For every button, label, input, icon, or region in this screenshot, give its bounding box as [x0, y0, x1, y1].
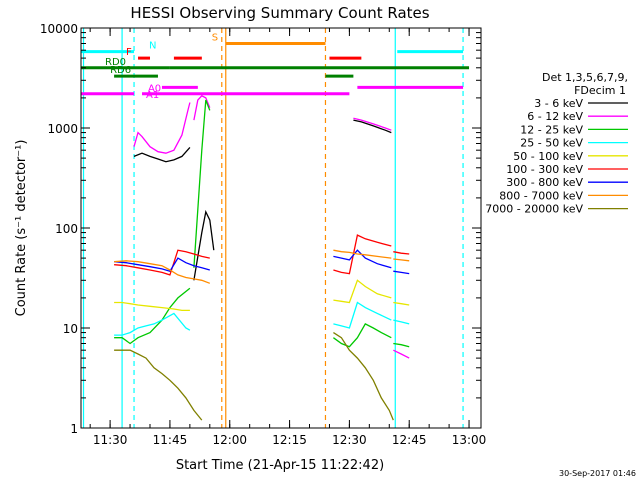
series-line-1-seg-3 — [393, 349, 410, 359]
x-tick-label-4: 12:30 — [332, 433, 367, 447]
series-line-4-seg-1 — [333, 279, 392, 304]
series-line-0-seg-0 — [133, 146, 191, 163]
footer-date: 30-Sep-2017 01:46 — [559, 469, 636, 478]
legend-label-8: 7000 - 20000 keV — [485, 203, 583, 216]
legend-label-3: 25 - 50 keV — [520, 137, 583, 150]
legend-label-4: 50 - 100 keV — [513, 150, 583, 163]
flag-label-a0: A0 — [148, 83, 161, 94]
legend-label-6: 300 - 800 keV — [506, 176, 583, 189]
series-line-5-seg-2 — [393, 251, 410, 255]
series-line-1-seg-0 — [133, 102, 191, 154]
x-tick-label-3: 12:15 — [272, 433, 307, 447]
series-line-7-seg-1 — [333, 249, 392, 259]
legend-label-5: 100 - 300 keV — [506, 163, 583, 176]
x-tick-label-0: 11:30 — [93, 433, 128, 447]
y-axis-label: Count Rate (s⁻¹ detector⁻¹) — [14, 140, 29, 317]
flag-label-rd0: RD0 — [105, 57, 126, 68]
series-line-0-seg-1 — [193, 209, 215, 281]
series-line-7-seg-0 — [114, 260, 211, 284]
series-line-3-seg-0 — [114, 312, 191, 336]
series-line-6-seg-0 — [114, 257, 210, 272]
legend-label-1: 6 - 12 keV — [527, 110, 583, 123]
series-line-0-seg-2 — [353, 119, 392, 134]
series-line-2-seg-1 — [193, 99, 211, 268]
series-line-8-seg-0 — [114, 349, 203, 421]
series-line-5-seg-1 — [333, 234, 392, 275]
legend-label-2: 12 - 25 keV — [520, 123, 583, 136]
flag-label-f: F — [126, 47, 132, 58]
legend-label-0: 3 - 6 keV — [534, 97, 583, 110]
legend-title-line-2: FDecim 1 — [574, 84, 626, 97]
y-tick-label-2: 100 — [55, 222, 78, 236]
series-line-4-seg-2 — [393, 301, 410, 306]
axes: 11:30 11:45 12:00 12:15 12:30 12:45 13:00 1 10 10… — [40, 22, 487, 447]
x-axis-label: Start Time (21-Apr-15 11:22:42) — [176, 458, 384, 473]
series-line-2-seg-3 — [393, 342, 410, 348]
y-tick-label-0: 1 — [70, 422, 78, 436]
x-tick-label-6: 13:00 — [452, 433, 487, 447]
series-line-6-seg-2 — [393, 270, 410, 275]
x-tick-label-5: 12:45 — [392, 433, 427, 447]
series-line-1-seg-2 — [353, 117, 392, 131]
chart-title: HESSI Observing Summary Count Rates — [130, 4, 429, 22]
series-line-2-seg-0 — [114, 287, 191, 345]
series-line-2-seg-2 — [333, 323, 392, 348]
series-line-4-seg-0 — [114, 301, 190, 312]
flag-label-n: N — [149, 41, 156, 52]
x-tick-label-1: 11:45 — [153, 433, 188, 447]
flag-label-a1: A1 — [146, 90, 159, 101]
series-line-1-seg-1 — [193, 94, 211, 121]
y-tick-label-4: 10000 — [40, 22, 78, 36]
series-line-3-seg-1 — [333, 301, 392, 329]
series-line-6-seg-1 — [333, 249, 392, 269]
y-tick-label-1: 10 — [63, 322, 78, 336]
legend-label-7: 800 - 7000 keV — [499, 189, 583, 202]
series-line-3-seg-2 — [393, 319, 410, 325]
y-tick-label-3: 1000 — [47, 122, 78, 136]
flag-label-rd6: RD6 — [110, 65, 131, 76]
x-tick-label-2: 12:00 — [212, 433, 247, 447]
flag-label-s: S — [212, 32, 218, 43]
legend-title-line-1: Det 1,3,5,6,7,9, — [542, 71, 628, 84]
series-line-8-seg-1 — [333, 332, 394, 421]
series-line-7-seg-2 — [393, 258, 410, 262]
chart-marks — [81, 28, 470, 428]
series-line-5-seg-0 — [114, 249, 210, 276]
